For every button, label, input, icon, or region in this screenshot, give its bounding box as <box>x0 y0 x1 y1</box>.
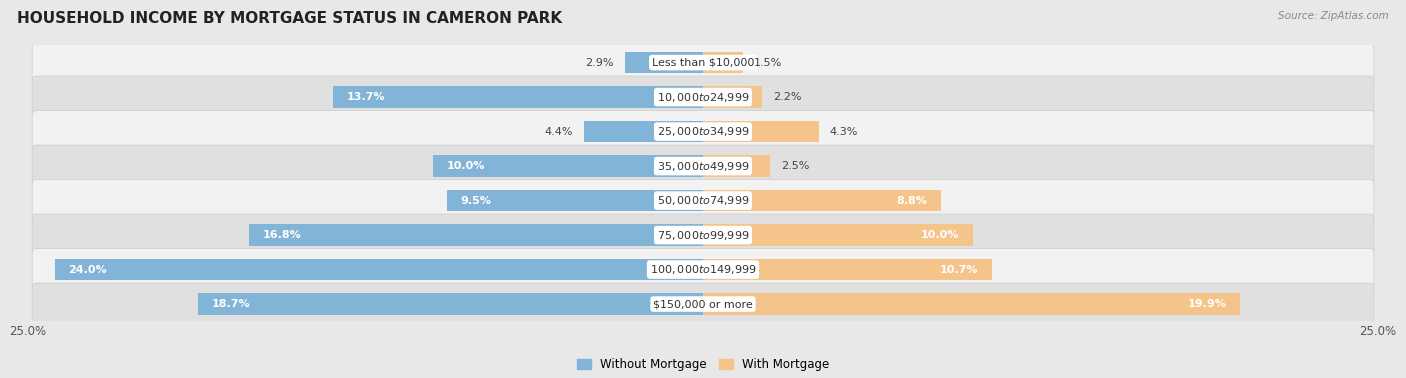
Bar <box>703 293 1240 315</box>
Text: 24.0%: 24.0% <box>69 265 107 274</box>
Bar <box>703 87 762 108</box>
Text: $25,000 to $34,999: $25,000 to $34,999 <box>657 125 749 138</box>
Bar <box>703 52 744 73</box>
Text: 19.9%: 19.9% <box>1188 299 1226 309</box>
Bar <box>703 259 991 280</box>
FancyBboxPatch shape <box>32 76 1374 118</box>
Bar <box>333 87 703 108</box>
Text: 16.8%: 16.8% <box>263 230 302 240</box>
Bar <box>703 121 820 142</box>
Bar <box>55 259 703 280</box>
Bar <box>703 155 770 177</box>
Text: 4.3%: 4.3% <box>830 127 858 136</box>
Bar <box>447 190 703 211</box>
Text: 1.5%: 1.5% <box>754 57 783 68</box>
Text: Less than $10,000: Less than $10,000 <box>652 57 754 68</box>
Text: 2.2%: 2.2% <box>773 92 801 102</box>
FancyBboxPatch shape <box>32 180 1374 222</box>
FancyBboxPatch shape <box>32 248 1374 291</box>
Text: $10,000 to $24,999: $10,000 to $24,999 <box>657 91 749 104</box>
Text: 8.8%: 8.8% <box>896 195 927 206</box>
Text: $150,000 or more: $150,000 or more <box>654 299 752 309</box>
Text: $50,000 to $74,999: $50,000 to $74,999 <box>657 194 749 207</box>
Text: $35,000 to $49,999: $35,000 to $49,999 <box>657 160 749 173</box>
Text: 2.9%: 2.9% <box>585 57 614 68</box>
Bar <box>703 225 973 246</box>
Bar <box>585 121 703 142</box>
Bar <box>198 293 703 315</box>
Text: 4.4%: 4.4% <box>546 127 574 136</box>
FancyBboxPatch shape <box>32 214 1374 256</box>
Text: Source: ZipAtlas.com: Source: ZipAtlas.com <box>1278 11 1389 21</box>
FancyBboxPatch shape <box>32 42 1374 84</box>
Text: $75,000 to $99,999: $75,000 to $99,999 <box>657 229 749 242</box>
Bar <box>433 155 703 177</box>
Text: HOUSEHOLD INCOME BY MORTGAGE STATUS IN CAMERON PARK: HOUSEHOLD INCOME BY MORTGAGE STATUS IN C… <box>17 11 562 26</box>
Bar <box>249 225 703 246</box>
Text: 10.7%: 10.7% <box>939 265 979 274</box>
Text: 13.7%: 13.7% <box>347 92 385 102</box>
Bar <box>624 52 703 73</box>
Legend: Without Mortgage, With Mortgage: Without Mortgage, With Mortgage <box>572 354 834 376</box>
Text: 10.0%: 10.0% <box>447 161 485 171</box>
Text: $100,000 to $149,999: $100,000 to $149,999 <box>650 263 756 276</box>
Text: 10.0%: 10.0% <box>921 230 959 240</box>
Text: 18.7%: 18.7% <box>212 299 250 309</box>
Text: 2.5%: 2.5% <box>782 161 810 171</box>
Bar <box>703 190 941 211</box>
FancyBboxPatch shape <box>32 145 1374 187</box>
FancyBboxPatch shape <box>32 110 1374 153</box>
FancyBboxPatch shape <box>32 283 1374 325</box>
Text: 9.5%: 9.5% <box>460 195 491 206</box>
